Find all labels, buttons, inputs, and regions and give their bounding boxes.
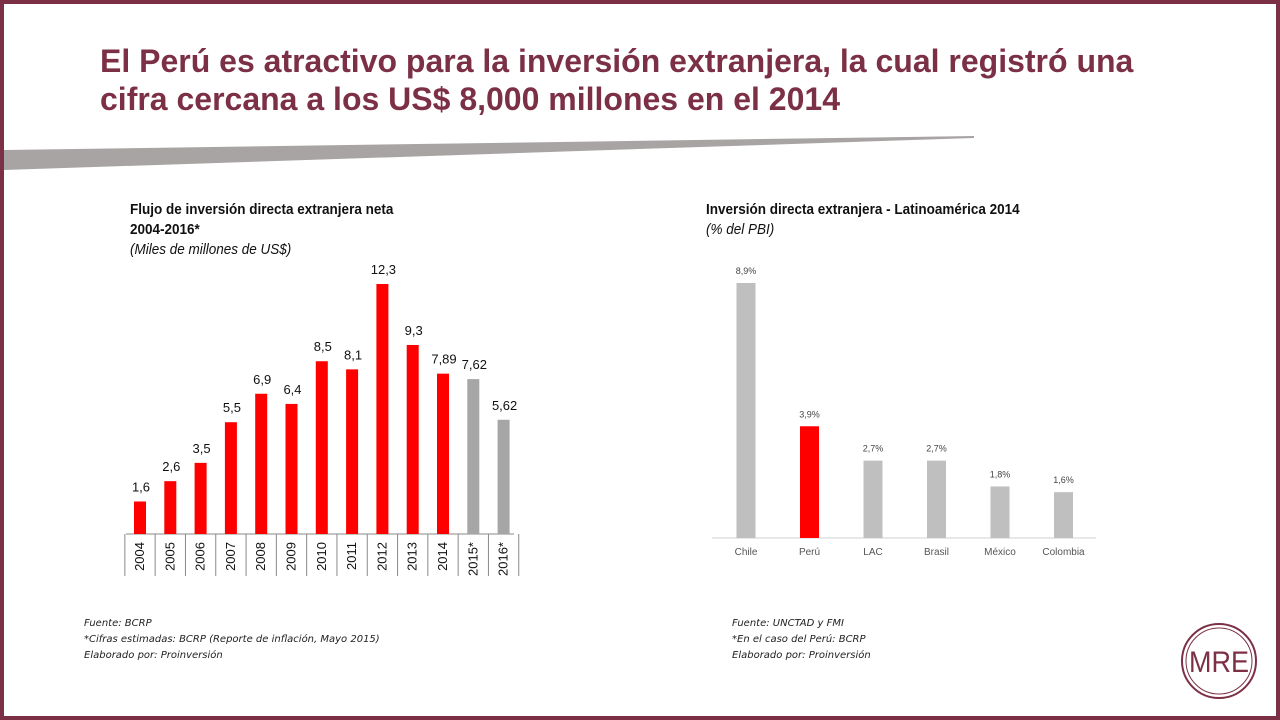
x-tick-label: 2008 — [253, 542, 268, 571]
data-label: 3,5 — [193, 441, 211, 456]
mre-logo-text: MRE — [1189, 646, 1249, 679]
bar — [1054, 492, 1073, 538]
x-tick-label: 2010 — [314, 542, 329, 571]
left-chart-title-line1: Flujo de inversión directa extranjera ne… — [130, 201, 394, 218]
data-label: 5,62 — [492, 398, 517, 413]
x-tick-label: Perú — [799, 547, 820, 558]
data-label: 9,3 — [405, 323, 423, 338]
data-label: 2,7% — [863, 444, 884, 454]
mre-logo: MRE — [1181, 623, 1257, 699]
x-tick-label: México — [984, 547, 1016, 558]
bar — [406, 344, 419, 534]
left-chart-subtitle: (Miles de millones de US$) — [130, 241, 292, 258]
right-chart-subtitle: (% del PBI) — [706, 221, 775, 238]
x-tick-label: 2015* — [465, 542, 480, 576]
bar — [255, 393, 268, 534]
right-source-line: *En el caso del Perú: BCRP — [732, 634, 866, 645]
bar — [990, 486, 1010, 538]
bar — [927, 460, 946, 538]
bar — [376, 284, 389, 534]
slide-title: El Perú es atractivo para la inversión e… — [100, 43, 1134, 117]
x-tick-label: 2009 — [284, 542, 299, 571]
x-tick-label: 2006 — [193, 542, 208, 571]
data-label: 1,6% — [1053, 475, 1074, 485]
right-chart-title-text: Inversión directa extranjera - Latinoamé… — [706, 201, 1020, 218]
bar — [437, 373, 449, 534]
data-label: 7,62 — [462, 357, 487, 372]
bar — [800, 426, 819, 538]
data-label: 5,5 — [223, 400, 241, 415]
data-label: 2,6 — [162, 459, 180, 474]
bar — [467, 379, 480, 534]
left-source-line: Elaborado por: Proinversión — [84, 650, 223, 661]
bar — [863, 460, 883, 538]
left-source-line: *Cifras estimadas: BCRP (Reporte de infl… — [84, 634, 380, 645]
x-tick-label: Chile — [735, 547, 758, 558]
data-label: 1,8% — [990, 469, 1011, 479]
right-source-line: Fuente: UNCTAD y FMI — [732, 618, 844, 629]
x-tick-label: 2011 — [344, 542, 359, 570]
bar — [194, 462, 207, 534]
bar — [736, 283, 756, 538]
data-label: 1,6 — [132, 479, 150, 494]
data-label: 8,9% — [736, 266, 757, 276]
bar — [285, 403, 298, 534]
bar — [315, 361, 328, 534]
right-chart-title: Inversión directa extranjera - Latinoamé… — [706, 200, 1126, 240]
bar — [134, 501, 146, 534]
data-label: 8,5 — [314, 339, 332, 354]
right-chart-sources: Fuente: UNCTAD y FMI *En el caso del Per… — [732, 616, 871, 664]
left-chart-title: Flujo de inversión directa extranjera ne… — [130, 200, 460, 260]
x-tick-label: 2007 — [223, 542, 238, 571]
left-chart-sources: Fuente: BCRP *Cifras estimadas: BCRP (Re… — [84, 616, 380, 664]
left-source-line: Fuente: BCRP — [84, 618, 152, 629]
data-label: 6,4 — [283, 382, 301, 397]
data-label: 7,89 — [431, 352, 456, 367]
x-tick-label: Brasil — [924, 547, 949, 558]
x-tick-label: 2013 — [405, 542, 420, 571]
x-tick-label: 2012 — [374, 542, 389, 571]
title-swoosh-divider — [4, 136, 974, 170]
x-tick-label: LAC — [863, 547, 882, 558]
x-tick-label: 2005 — [162, 542, 177, 571]
x-tick-label: Colombia — [1042, 547, 1085, 558]
x-tick-label: 2004 — [132, 542, 147, 571]
x-tick-label: 2014 — [435, 542, 450, 571]
data-label: 2,7% — [926, 444, 947, 454]
x-tick-label: 2016* — [496, 542, 511, 576]
bar — [224, 422, 237, 534]
bar — [497, 419, 510, 534]
right-source-line: Elaborado por: Proinversión — [732, 650, 871, 661]
left-chart-title-line2: 2004-2016* — [130, 221, 200, 238]
data-label: 12,3 — [371, 262, 396, 277]
bar — [346, 369, 359, 534]
bar — [164, 481, 177, 534]
data-label: 8,1 — [344, 347, 362, 362]
data-label: 3,9% — [799, 409, 820, 419]
data-label: 6,9 — [253, 372, 271, 387]
